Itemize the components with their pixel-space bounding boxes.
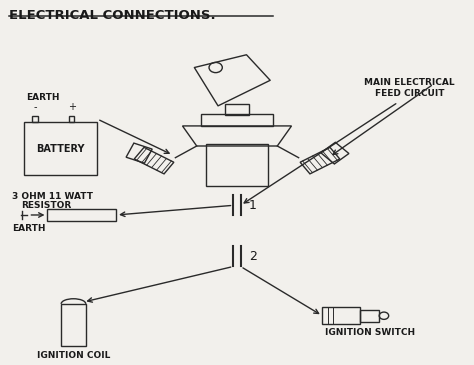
Bar <box>47 209 116 221</box>
Text: IGNITION SWITCH: IGNITION SWITCH <box>325 328 415 337</box>
Bar <box>24 122 97 175</box>
Bar <box>225 104 249 115</box>
Bar <box>69 116 74 122</box>
Bar <box>32 116 38 122</box>
Bar <box>322 307 360 324</box>
Text: RESISTOR: RESISTOR <box>21 201 72 210</box>
Bar <box>360 310 379 322</box>
Text: IGNITION COIL: IGNITION COIL <box>37 351 110 360</box>
Text: ELECTRICAL CONNECTIONS.: ELECTRICAL CONNECTIONS. <box>9 9 216 22</box>
Text: EARTH: EARTH <box>26 93 60 102</box>
Text: BATTERY: BATTERY <box>36 144 85 154</box>
Text: -: - <box>34 102 37 112</box>
Text: EARTH: EARTH <box>12 224 46 233</box>
Text: 2: 2 <box>249 250 257 263</box>
Bar <box>206 144 268 186</box>
Text: +: + <box>68 102 76 112</box>
Text: MAIN ELECTRICAL
FEED CIRCUIT: MAIN ELECTRICAL FEED CIRCUIT <box>365 78 455 98</box>
Bar <box>61 304 86 346</box>
Bar <box>201 114 273 126</box>
Text: 3 OHM 11 WATT: 3 OHM 11 WATT <box>12 192 93 201</box>
Text: 1: 1 <box>249 199 257 212</box>
